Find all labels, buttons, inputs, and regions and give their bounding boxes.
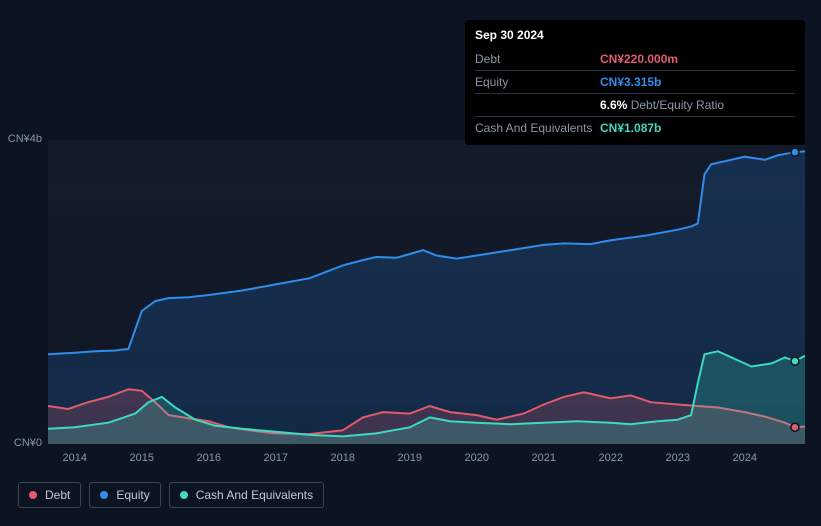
tooltip: Sep 30 2024 DebtCN¥220.000mEquityCN¥3.31… <box>465 20 805 145</box>
x-axis-label: 2019 <box>398 452 422 464</box>
x-axis-label: 2014 <box>63 452 87 464</box>
x-axis-label: 2022 <box>598 452 622 464</box>
tooltip-row: DebtCN¥220.000m <box>475 48 795 71</box>
tooltip-rows: DebtCN¥220.000mEquityCN¥3.315b6.6% Debt/… <box>475 48 795 139</box>
legend-swatch <box>29 491 37 499</box>
tooltip-row: EquityCN¥3.315b <box>475 71 795 94</box>
tooltip-row-value: CN¥3.315b <box>600 73 661 91</box>
tooltip-row: 6.6% Debt/Equity Ratio <box>475 94 795 117</box>
x-axis-label: 2017 <box>264 452 288 464</box>
x-axis-label: 2018 <box>331 452 355 464</box>
x-axis-label: 2024 <box>732 452 756 464</box>
legend-label: Equity <box>116 488 149 502</box>
tooltip-row-value: CN¥1.087b <box>600 119 661 137</box>
tooltip-date: Sep 30 2024 <box>475 26 795 48</box>
legend-item[interactable]: Equity <box>89 482 160 508</box>
legend-item[interactable]: Cash And Equivalents <box>169 482 324 508</box>
tooltip-row-label: Cash And Equivalents <box>475 119 600 137</box>
legend-swatch <box>100 491 108 499</box>
x-axis-label: 2021 <box>531 452 555 464</box>
tooltip-row-label: Debt <box>475 50 600 68</box>
legend-label: Debt <box>45 488 70 502</box>
x-axis-label: 2015 <box>130 452 154 464</box>
tooltip-row-label <box>475 96 600 114</box>
y-axis-label: CN¥0 <box>0 437 42 449</box>
x-axis-label: 2023 <box>665 452 689 464</box>
tooltip-row-value: CN¥220.000m <box>600 50 678 68</box>
legend-swatch <box>180 491 188 499</box>
tooltip-row-value: 6.6% Debt/Equity Ratio <box>600 96 724 114</box>
tooltip-row-label: Equity <box>475 73 600 91</box>
tooltip-row: Cash And EquivalentsCN¥1.087b <box>475 117 795 139</box>
legend-item[interactable]: Debt <box>18 482 81 508</box>
legend: Debt Equity Cash And Equivalents <box>18 482 324 508</box>
x-axis-label: 2016 <box>197 452 221 464</box>
x-axis-label: 2020 <box>464 452 488 464</box>
legend-label: Cash And Equivalents <box>196 488 313 502</box>
y-axis-label: CN¥4b <box>0 133 42 145</box>
